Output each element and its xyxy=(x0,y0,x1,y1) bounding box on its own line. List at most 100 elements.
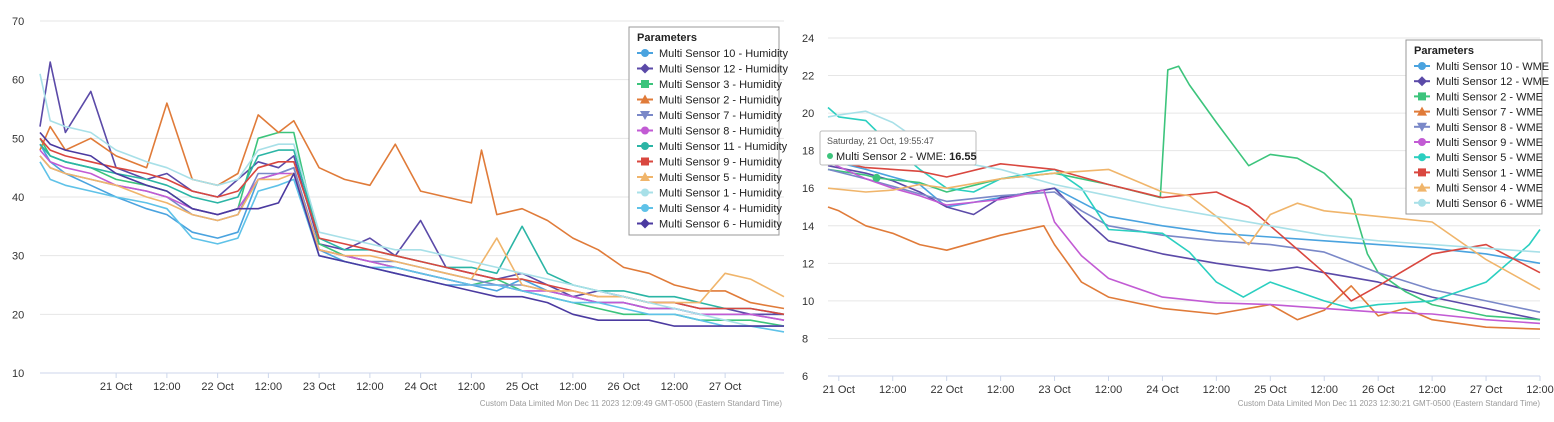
wme-legend-marker-icon xyxy=(1418,92,1426,101)
wme-x-tick-label: 24 Oct xyxy=(1146,384,1178,396)
wme-legend-item-multi-sensor-9-wme[interactable]: Multi Sensor 9 - WME xyxy=(1414,137,1543,149)
wme-x-tick-label: 27 Oct xyxy=(1470,384,1502,396)
humidity-legend-label: Multi Sensor 8 - Humidity xyxy=(659,126,782,138)
humidity-legend-item-multi-sensor-2-humidity[interactable]: Multi Sensor 2 - Humidity xyxy=(637,94,782,107)
wme-x-tick-label: 22 Oct xyxy=(930,384,962,396)
wme-legend-label: Multi Sensor 1 - WME xyxy=(1436,167,1543,179)
wme-series-line-multi-sensor-4-wme[interactable] xyxy=(827,168,1541,291)
wme-legend-label: Multi Sensor 8 - WME xyxy=(1436,122,1543,134)
wme-y-tick-label: 12 xyxy=(802,258,814,270)
wme-tooltip-value: Multi Sensor 2 - WME: 16.55 xyxy=(836,151,977,163)
humidity-legend-label: Multi Sensor 3 - Humidity xyxy=(659,79,782,91)
wme-legend-marker-icon xyxy=(1417,76,1427,87)
humidity-series-line-multi-sensor-8-humidity[interactable] xyxy=(39,149,785,321)
humidity-legend-marker-icon xyxy=(640,218,650,229)
wme-x-tick-label: 12:00 xyxy=(879,384,907,396)
wme-legend-label: Multi Sensor 2 - WME xyxy=(1436,91,1543,103)
wme-series-line-multi-sensor-12-wme[interactable] xyxy=(827,164,1541,321)
wme-legend-item-multi-sensor-8-wme[interactable]: Multi Sensor 8 - WME xyxy=(1414,122,1543,134)
humidity-x-tick-label: 27 Oct xyxy=(709,381,741,393)
humidity-series-line-multi-sensor-2-humidity[interactable] xyxy=(39,102,785,310)
wme-tooltip: Saturday, 21 Oct, 19:55:47 Multi Sensor 2… xyxy=(819,130,977,166)
humidity-x-tick-label: 23 Oct xyxy=(303,381,335,393)
humidity-legend-item-multi-sensor-10-humidity[interactable]: Multi Sensor 10 - Humidity xyxy=(637,48,788,60)
wme-series-line-multi-sensor-5-wme[interactable] xyxy=(827,106,1541,310)
wme-series-line-multi-sensor-8-wme[interactable] xyxy=(827,168,1541,313)
wme-series-line-multi-sensor-1-wme[interactable] xyxy=(827,159,1541,302)
humidity-legend-marker-icon xyxy=(641,49,649,57)
humidity-series-line-multi-sensor-1-humidity[interactable] xyxy=(39,73,784,327)
wme-legend-marker-icon xyxy=(1417,122,1427,132)
wme-legend-item-multi-sensor-1-wme[interactable]: Multi Sensor 1 - WME xyxy=(1414,167,1543,179)
wme-legend-marker-icon xyxy=(1418,198,1426,207)
wme-legend-item-multi-sensor-7-wme[interactable]: Multi Sensor 7 - WME xyxy=(1414,106,1543,119)
wme-x-tick-label: 12:00 xyxy=(1095,384,1123,396)
wme-legend-marker-icon xyxy=(1417,106,1427,116)
humidity-legend: Parameters Multi Sensor 10 - Humidity Mult… xyxy=(628,26,788,236)
wme-series-line-multi-sensor-2-wme[interactable] xyxy=(827,65,1541,321)
wme-legend-label: Multi Sensor 7 - WME xyxy=(1436,107,1543,119)
humidity-chart: 10 20 30 40 50 60 70 21 Oct 12:00 22 Oct 12:00 23 O… xyxy=(12,16,788,408)
wme-y-tick-label: 10 xyxy=(802,296,814,308)
humidity-x-tick-label: 12:00 xyxy=(661,381,689,393)
wme-x-tick-label: 12:00 xyxy=(987,384,1015,396)
humidity-legend-marker-icon xyxy=(641,126,649,135)
wme-credits: Custom Data Limited Mon Dec 11 2023 12:3… xyxy=(1238,399,1541,408)
humidity-legend-item-multi-sensor-11-humidity[interactable]: Multi Sensor 11 - Humidity xyxy=(637,141,788,153)
humidity-legend-label: Multi Sensor 7 - Humidity xyxy=(659,110,782,122)
humidity-legend-marker-icon xyxy=(640,94,650,104)
humidity-legend-marker-icon xyxy=(641,142,649,150)
humidity-legend-item-multi-sensor-12-humidity[interactable]: Multi Sensor 12 - Humidity xyxy=(637,63,788,76)
wme-x-tick-label: 23 Oct xyxy=(1038,384,1070,396)
humidity-legend-marker-icon xyxy=(640,172,650,181)
wme-series-line-multi-sensor-9-wme[interactable] xyxy=(827,161,1541,325)
humidity-legend-item-multi-sensor-8-humidity[interactable]: Multi Sensor 8 - Humidity xyxy=(637,126,782,138)
humidity-y-tick-label: 40 xyxy=(12,192,24,204)
humidity-legend-item-multi-sensor-9-humidity[interactable]: Multi Sensor 9 - Humidity xyxy=(637,157,782,169)
humidity-legend-item-multi-sensor-7-humidity[interactable]: Multi Sensor 7 - Humidity xyxy=(637,110,782,122)
humidity-series-line-multi-sensor-4-humidity[interactable] xyxy=(39,161,785,333)
wme-legend-label: Multi Sensor 12 - WME xyxy=(1436,76,1549,88)
humidity-series-line-multi-sensor-6-humidity[interactable] xyxy=(39,131,784,327)
wme-x-tick-label: 26 Oct xyxy=(1362,384,1394,396)
wme-x-tick-label: 25 Oct xyxy=(1254,384,1286,396)
humidity-legend-item-multi-sensor-4-humidity[interactable]: Multi Sensor 4 - Humidity xyxy=(637,203,782,215)
wme-y-tick-label: 24 xyxy=(802,33,814,45)
wme-legend-label: Multi Sensor 4 - WME xyxy=(1436,183,1543,195)
wme-x-tick-label: 12:00 xyxy=(1203,384,1231,396)
wme-y-tick-label: 16 xyxy=(802,183,814,195)
humidity-credits: Custom Data Limited Mon Dec 11 2023 12:0… xyxy=(480,399,783,408)
humidity-x-tick-label: 12:00 xyxy=(255,381,283,393)
humidity-legend-label: Multi Sensor 1 - Humidity xyxy=(659,188,782,200)
wme-x-tick-label: 12:00 xyxy=(1310,384,1338,396)
humidity-legend-item-multi-sensor-5-humidity[interactable]: Multi Sensor 5 - Humidity xyxy=(637,172,782,184)
humidity-legend-label: Multi Sensor 9 - Humidity xyxy=(659,157,782,169)
wme-legend-item-multi-sensor-10-wme[interactable]: Multi Sensor 10 - WME xyxy=(1414,61,1549,73)
humidity-legend-label: Multi Sensor 2 - Humidity xyxy=(659,95,782,107)
wme-legend-marker-icon xyxy=(1418,153,1426,162)
wme-tooltip-dot-icon xyxy=(827,153,833,159)
wme-chart-panel: 6 8 10 12 14 16 18 20 22 24 21 Oct 12:00 22 Oct 12:00… xyxy=(790,0,1554,422)
humidity-legend-item-multi-sensor-3-humidity[interactable]: Multi Sensor 3 - Humidity xyxy=(637,79,782,91)
humidity-legend-item-multi-sensor-1-humidity[interactable]: Multi Sensor 1 - Humidity xyxy=(637,188,782,200)
humidity-legend-item-multi-sensor-6-humidity[interactable]: Multi Sensor 6 - Humidity xyxy=(637,218,782,231)
wme-legend-item-multi-sensor-12-wme[interactable]: Multi Sensor 12 - WME xyxy=(1414,76,1549,88)
humidity-grid: 10 20 30 40 50 60 70 xyxy=(12,16,784,380)
humidity-legend-marker-icon xyxy=(641,188,649,197)
humidity-y-tick-label: 20 xyxy=(12,309,24,321)
humidity-legend-label: Multi Sensor 6 - Humidity xyxy=(659,219,782,231)
wme-legend: Parameters Multi Sensor 10 - WME Multi Sen… xyxy=(1405,39,1549,215)
wme-legend-item-multi-sensor-5-wme[interactable]: Multi Sensor 5 - WME xyxy=(1414,152,1543,164)
humidity-y-tick-label: 70 xyxy=(12,16,24,28)
wme-legend-item-multi-sensor-6-wme[interactable]: Multi Sensor 6 - WME xyxy=(1414,198,1543,210)
humidity-y-tick-label: 10 xyxy=(12,368,24,380)
wme-legend-label: Multi Sensor 5 - WME xyxy=(1436,152,1543,164)
humidity-legend-marker-icon xyxy=(641,157,649,166)
wme-series-line-multi-sensor-6-wme[interactable] xyxy=(827,110,1541,253)
wme-legend-marker-icon xyxy=(1417,182,1427,192)
humidity-chart-panel: 10 20 30 40 50 60 70 21 Oct 12:00 22 Oct 12:00 23 O… xyxy=(12,16,789,408)
wme-legend-item-multi-sensor-4-wme[interactable]: Multi Sensor 4 - WME xyxy=(1414,182,1543,195)
wme-tooltip-box xyxy=(819,130,977,166)
wme-legend-item-multi-sensor-2-wme[interactable]: Multi Sensor 2 - WME xyxy=(1414,91,1543,103)
wme-x-tick-label: 21 Oct xyxy=(823,384,855,396)
